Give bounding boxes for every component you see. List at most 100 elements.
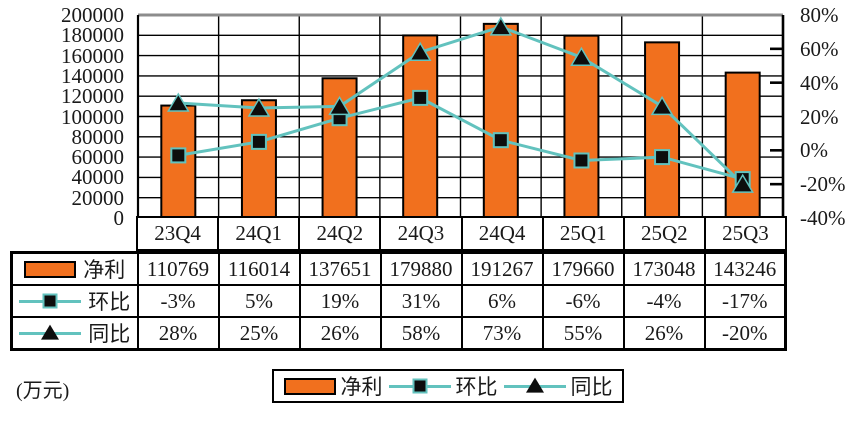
square-line-swatch (19, 292, 82, 310)
legend-item-label: 环比 (455, 375, 498, 399)
table-cell: 28% (136, 316, 220, 351)
series-key-cell: 同比 (10, 316, 139, 351)
yoy-triangle-marker (731, 173, 754, 193)
left-axis-tick-label: 160000 (61, 43, 124, 68)
table-header-cell: 25Q2 (622, 216, 706, 251)
yoy-triangle-marker (167, 92, 190, 112)
left-axis-tick-label: 120000 (61, 84, 124, 109)
table-row: 同比 28% 25% 26% 58% 73% 55% 26% -20% (10, 316, 787, 351)
table-cell: 191267 (460, 251, 544, 286)
legend-item: 净利 (283, 371, 383, 401)
table-cell: 26% (622, 316, 706, 351)
series-label: 同比 (88, 322, 131, 346)
series-label: 环比 (88, 290, 131, 314)
left-axis-tick-label: 60000 (71, 145, 125, 170)
right-axis-tick-label: 60% (800, 36, 839, 61)
table-header-cell: 23Q4 (135, 216, 220, 251)
table-cell: 143246 (703, 251, 787, 286)
yoy-triangle-marker (328, 95, 351, 116)
series-key: 环比 (13, 286, 137, 316)
triangle-line-swatch (19, 324, 82, 342)
qoq-square-marker (170, 147, 187, 164)
qoq-square-marker (412, 89, 429, 106)
table-row: 净利 110769 116014 137651 179880 191267 179660 17… (10, 251, 787, 286)
left-axis-tick-label: 180000 (61, 23, 124, 48)
series-key: 同比 (13, 318, 137, 348)
right-axis-tick-label: 20% (800, 104, 839, 129)
series-label: 净利 (83, 258, 126, 282)
left-axis-tick-label: 0 (113, 206, 125, 230)
table-cell: -3% (136, 284, 220, 318)
net-profit-bar (402, 34, 439, 220)
legend-item-label: 净利 (340, 375, 383, 399)
table-header-cell: 25Q3 (703, 216, 788, 251)
table-cell: 116014 (217, 251, 301, 286)
table-cell: 26% (298, 316, 382, 351)
qoq-line (178, 96, 744, 181)
table-cell: 19% (298, 284, 382, 318)
table-cell: -6% (541, 284, 625, 318)
yoy-triangle-marker (408, 41, 432, 61)
table-header-cell: 25Q1 (541, 216, 625, 251)
table-cell: -20% (703, 316, 787, 351)
yoy-triangle-marker (650, 95, 674, 116)
series-key: 净利 (13, 254, 137, 284)
table-cell: 179660 (541, 251, 625, 286)
table-cell: 58% (379, 316, 463, 351)
table-header-row: 23Q4 24Q1 24Q2 24Q3 24Q4 25Q1 25Q2 25Q3 (135, 216, 788, 251)
yoy-line (178, 25, 744, 186)
qoq-square-marker (250, 133, 267, 150)
yoy-triangle-marker (247, 97, 271, 117)
table-cell: 179880 (379, 251, 463, 286)
table-row: 环比 -3% 5% 19% 31% 6% -6% -4% -17% (10, 284, 787, 318)
chart-legend: 净利 环比 同比 (272, 369, 624, 403)
qoq-square-marker (573, 152, 590, 169)
data-table: 净利 110769 116014 137651 179880 191267 179660 17… (10, 251, 787, 351)
qoq-square-marker (654, 149, 671, 166)
left-axis-tick-label: 100000 (61, 104, 124, 129)
table-header-cell: 24Q3 (379, 216, 463, 251)
right-axis-tick-label: 0% (800, 138, 828, 163)
left-axis-tick-label: 40000 (71, 165, 125, 190)
triangle-marker-icon (41, 324, 60, 340)
square-line-swatch (388, 377, 451, 395)
table-cell: 31% (379, 284, 463, 318)
net-profit-bar (240, 99, 277, 219)
net-profit-bar (482, 22, 519, 219)
table-header-cell: 24Q1 (217, 216, 301, 251)
right-axis-tick-label: 80% (800, 3, 839, 27)
table-header-cell: 24Q4 (460, 216, 544, 251)
triangle-line-swatch (503, 377, 566, 395)
yoy-triangle-marker (489, 16, 513, 36)
triangle-marker-icon (525, 377, 544, 393)
left-axis-tick-label: 200000 (61, 3, 124, 27)
table-cell: 6% (460, 284, 544, 318)
table-cell: 110769 (136, 251, 220, 286)
table-cell: 25% (217, 316, 301, 351)
square-marker-icon (412, 378, 427, 394)
legend-item: 环比 (388, 371, 498, 401)
bar-swatch (24, 260, 77, 278)
right-axis-tick-label: -20% (800, 172, 846, 197)
unit-label: (万元) (16, 380, 70, 402)
left-axis-tick-label: 140000 (61, 63, 124, 88)
table-cell: -4% (622, 284, 706, 318)
right-axis-tick-label: 40% (800, 70, 839, 95)
table-cell: 5% (217, 284, 301, 318)
net-profit-bar (644, 41, 681, 220)
net-profit-bar (724, 71, 761, 219)
legend-item-label: 同比 (570, 375, 613, 399)
right-axis-tick-label: -40% (800, 206, 846, 230)
table-header-cell: 24Q2 (298, 216, 382, 251)
series-key-cell: 环比 (10, 284, 139, 318)
yoy-triangle-marker (570, 46, 593, 67)
table-cell: 173048 (622, 251, 706, 286)
table-cell: 137651 (298, 251, 382, 286)
qoq-square-marker (492, 132, 509, 149)
table-cell: -17% (703, 284, 787, 318)
chart-plot (136, 13, 785, 220)
legend-item: 同比 (503, 371, 613, 401)
table-cell: 73% (460, 316, 544, 351)
square-marker-icon (42, 293, 58, 309)
